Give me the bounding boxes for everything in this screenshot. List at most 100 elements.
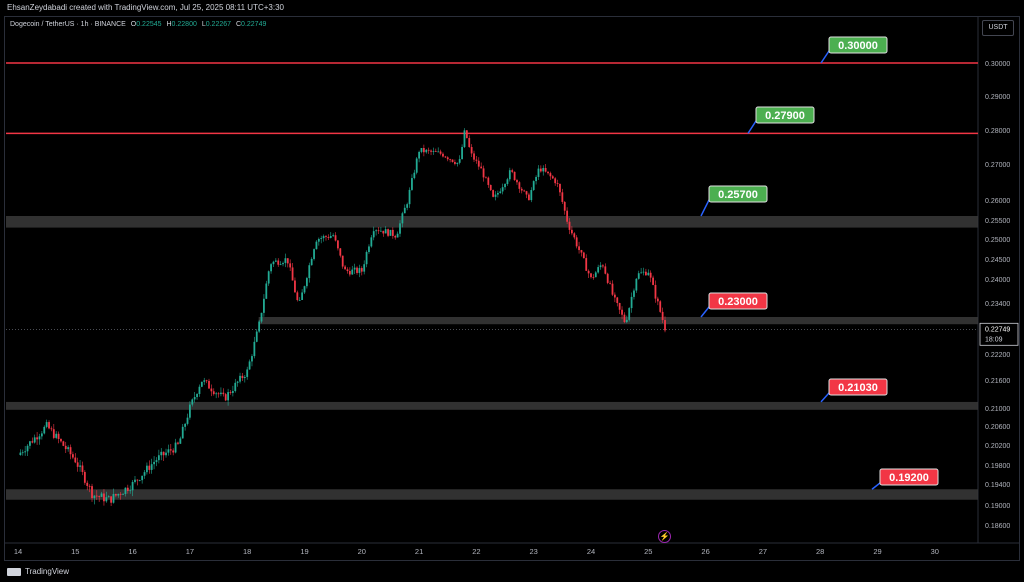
candle-body [50, 428, 53, 430]
candle-body [186, 417, 189, 424]
candle-body [525, 191, 528, 195]
candle-body [523, 190, 526, 192]
candle-body [162, 451, 165, 456]
candle-countdown: 18:09 [985, 336, 1003, 343]
open-label: O [130, 21, 137, 28]
y-tick-label: 0.24000 [985, 277, 1010, 284]
y-tick-label: 0.21600 [985, 378, 1010, 385]
candle-body [496, 192, 499, 195]
candle-body [174, 442, 177, 453]
candle-body [36, 437, 38, 440]
lightning-icon[interactable]: ⚡ [658, 530, 671, 543]
candle-body [439, 151, 442, 154]
candle-body [60, 438, 62, 442]
candle-body [594, 272, 597, 278]
tradingview-logo[interactable]: TradingView [7, 567, 69, 576]
candle-body [449, 159, 452, 161]
candle-body [635, 278, 638, 291]
candle-body [215, 393, 218, 395]
candle-body [528, 194, 530, 201]
candle-body [485, 177, 487, 179]
candle-body [24, 451, 27, 453]
last-price-value: 0.22749 [985, 326, 1010, 333]
candle-body [613, 294, 616, 298]
candle-body [473, 153, 475, 160]
candle-body [107, 496, 110, 498]
candle-body [487, 177, 490, 185]
candle-body [191, 399, 194, 405]
candle-body [511, 170, 514, 172]
candle-body [313, 249, 315, 259]
candle-body [114, 493, 117, 496]
candle-body [580, 250, 583, 253]
candle-body [520, 188, 523, 191]
candle-body [253, 341, 256, 357]
x-tick-label: 20 [358, 547, 366, 556]
candle-body [458, 159, 461, 163]
candle-body [337, 240, 339, 249]
currency-button[interactable]: USDT [982, 20, 1014, 36]
candle-body [360, 268, 363, 272]
candle-body [231, 391, 234, 393]
x-tick-label: 19 [300, 547, 308, 556]
candle-body [31, 441, 34, 443]
candle-body [602, 265, 604, 267]
candle-body [289, 263, 292, 268]
chart-frame[interactable] [4, 16, 1020, 561]
candle-body [348, 271, 351, 275]
candle-body [325, 236, 327, 238]
candle-body [148, 465, 151, 470]
candle-body [193, 397, 196, 400]
y-tick-label: 0.19000 [985, 503, 1010, 510]
candle-body [654, 284, 657, 299]
candle-body [358, 268, 361, 273]
candle-body [556, 183, 559, 184]
support-zone [258, 317, 978, 325]
candle-body [344, 266, 346, 270]
y-tick-label: 0.26000 [985, 198, 1010, 205]
candle-body [208, 380, 210, 389]
candle-body [67, 447, 70, 450]
candle-body [411, 178, 413, 190]
candle-body [160, 451, 163, 456]
candle-body [315, 241, 318, 250]
candle-body [76, 462, 79, 467]
candle-body [286, 258, 289, 264]
open-value: 0.22545 [136, 21, 162, 28]
close-value: 0.22749 [241, 21, 267, 28]
candle-body [597, 267, 600, 273]
candle-body [93, 495, 96, 499]
callout-leader [700, 199, 710, 217]
x-tick-label: 26 [701, 547, 709, 556]
x-tick-label: 14 [14, 547, 22, 556]
candle-body [592, 277, 595, 278]
y-tick-label: 0.28000 [985, 128, 1010, 135]
candle-body [575, 237, 578, 247]
y-tick-label: 0.18600 [985, 523, 1010, 530]
candle-body [310, 258, 313, 266]
candle-body [21, 452, 24, 454]
candle-body [81, 465, 84, 472]
candle-body [95, 495, 98, 497]
candle-body [413, 172, 416, 179]
candle-body [79, 465, 81, 467]
candle-body [282, 262, 284, 265]
candle-body [430, 150, 432, 152]
candle-body [585, 258, 588, 271]
candle-body [422, 148, 425, 153]
candle-body [69, 447, 72, 455]
candle-body [317, 238, 320, 242]
candle-body [434, 150, 437, 152]
support-zone [6, 401, 978, 410]
candle-body [647, 272, 650, 276]
candle-body [40, 433, 43, 437]
candle-body [489, 184, 492, 191]
candle-body [301, 292, 304, 300]
candle-body [609, 282, 611, 284]
candle-body [117, 493, 120, 496]
candle-body [124, 487, 127, 494]
candle-body [267, 271, 270, 284]
price-callout-label: 0.21030 [838, 382, 878, 394]
candle-body [482, 168, 485, 178]
